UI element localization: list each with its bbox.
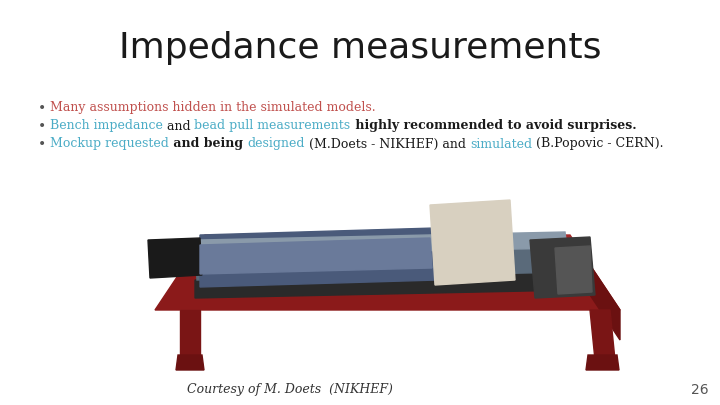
Polygon shape — [590, 265, 620, 340]
Polygon shape — [176, 355, 204, 370]
Text: (B.Popovic - CERN).: (B.Popovic - CERN). — [532, 138, 664, 151]
Text: designed: designed — [248, 138, 305, 151]
Polygon shape — [185, 235, 590, 265]
Text: 26: 26 — [691, 383, 708, 397]
Polygon shape — [195, 270, 575, 298]
Polygon shape — [180, 310, 200, 360]
Text: and: and — [163, 119, 194, 132]
Text: and being: and being — [169, 138, 248, 151]
Polygon shape — [148, 238, 202, 278]
Text: Many assumptions hidden in the simulated models.: Many assumptions hidden in the simulated… — [50, 102, 376, 115]
Text: Courtesy of M. Doets  (NIKHEF): Courtesy of M. Doets (NIKHEF) — [187, 384, 393, 396]
Polygon shape — [430, 200, 515, 285]
Polygon shape — [200, 228, 438, 287]
Text: bead pull measurements: bead pull measurements — [194, 119, 351, 132]
Polygon shape — [590, 310, 615, 360]
Polygon shape — [555, 246, 592, 294]
Text: (M.Doets - NIKHEF) and: (M.Doets - NIKHEF) and — [305, 138, 470, 151]
Text: Impedance measurements: Impedance measurements — [119, 31, 601, 65]
Text: highly recommended to avoid surprises.: highly recommended to avoid surprises. — [351, 119, 636, 132]
Polygon shape — [200, 238, 432, 274]
Text: Bench impedance: Bench impedance — [50, 119, 163, 132]
Polygon shape — [195, 240, 572, 280]
Polygon shape — [155, 265, 620, 310]
Text: Mockup requested: Mockup requested — [50, 138, 169, 151]
Text: •: • — [38, 101, 46, 115]
Text: •: • — [38, 137, 46, 151]
Polygon shape — [530, 237, 595, 298]
Polygon shape — [200, 232, 567, 255]
Text: simulated: simulated — [470, 138, 532, 151]
Text: •: • — [38, 119, 46, 133]
Polygon shape — [586, 355, 619, 370]
